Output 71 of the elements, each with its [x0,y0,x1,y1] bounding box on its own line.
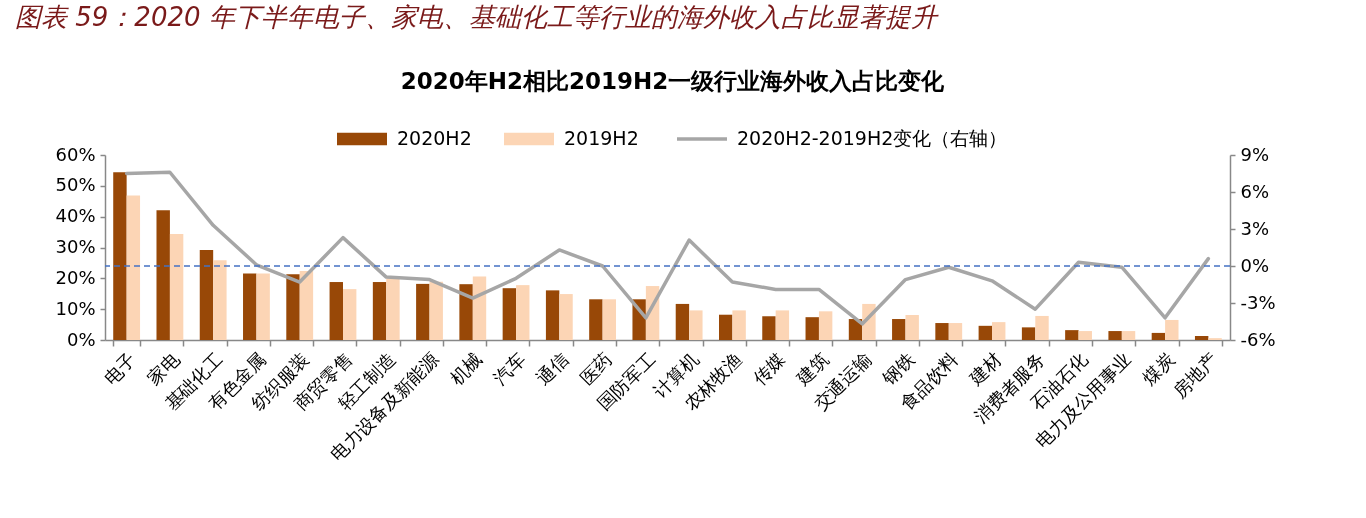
y2-tick-label: 3% [1240,217,1270,239]
bar [818,311,833,340]
bar [805,317,819,340]
bar [718,314,733,340]
bar [386,278,400,340]
bar [892,319,906,340]
bar [199,249,214,340]
bar [1035,315,1049,340]
bar [732,310,746,340]
chart-title: 图表 59：2020 年下半年电子、家电、基础化工等行业的海外收入占比显著提升 [15,2,939,32]
bar [459,284,473,340]
bar [516,285,530,340]
bar [1151,332,1166,340]
bar [329,282,343,340]
bar [689,310,703,340]
bar [1121,331,1136,340]
y-tick-label: 10% [55,297,96,319]
bar [342,289,357,340]
bar [762,316,776,340]
bar [286,274,300,340]
x-tick-label: 通信 [532,348,573,389]
y-tick-label: 40% [55,205,96,227]
y-tick-label: 0% [66,328,96,350]
bar [1021,327,1036,340]
y2-tick-label: 0% [1240,254,1270,276]
chart-subtitle: 2020年H2相比2019H2一级行业海外收入占比变化 [400,68,946,94]
bar [545,290,560,340]
bar [905,315,919,340]
legend-label: 2020H2 [397,127,472,149]
bar [372,282,387,340]
bar [256,273,270,340]
bar [1078,331,1092,340]
x-tick-label: 传媒 [748,348,789,389]
x-tick-label: 汽车 [488,348,530,389]
line-series [124,170,1211,326]
bar [775,310,790,340]
bar [243,273,257,340]
bar [1165,319,1179,340]
y2-tick-label: 9% [1240,143,1270,165]
bar [675,303,690,340]
y2-tick-label: -6% [1240,328,1276,350]
bar [589,299,603,340]
bar [156,210,170,340]
bar [429,281,443,340]
y-tick-label: 60% [55,143,96,165]
bar [935,323,949,340]
bar [502,288,517,340]
bar [213,260,227,340]
y2-tick-label: -3% [1240,291,1276,313]
legend-label: 2020H2-2019H2变化（右轴） [737,127,1008,149]
bar [948,323,963,340]
y2-tick-label: 6% [1240,180,1270,202]
bar [978,325,993,340]
y-tick-label: 50% [55,174,96,196]
bar [1108,331,1122,340]
bar [559,294,573,340]
y-tick-label: 20% [55,266,96,288]
bar [113,172,127,340]
bar [126,195,141,340]
x-tick-label: 机械 [445,348,487,389]
bar [299,270,314,340]
bar [169,233,184,340]
bar [1194,335,1209,340]
bar [602,299,617,340]
bar [992,322,1006,340]
bar [416,283,430,340]
bar [472,276,487,340]
bar [1065,330,1079,340]
legend-label: 2019H2 [564,127,639,149]
x-tick-label: 电子 [99,348,140,389]
y-tick-label: 30% [55,236,96,257]
